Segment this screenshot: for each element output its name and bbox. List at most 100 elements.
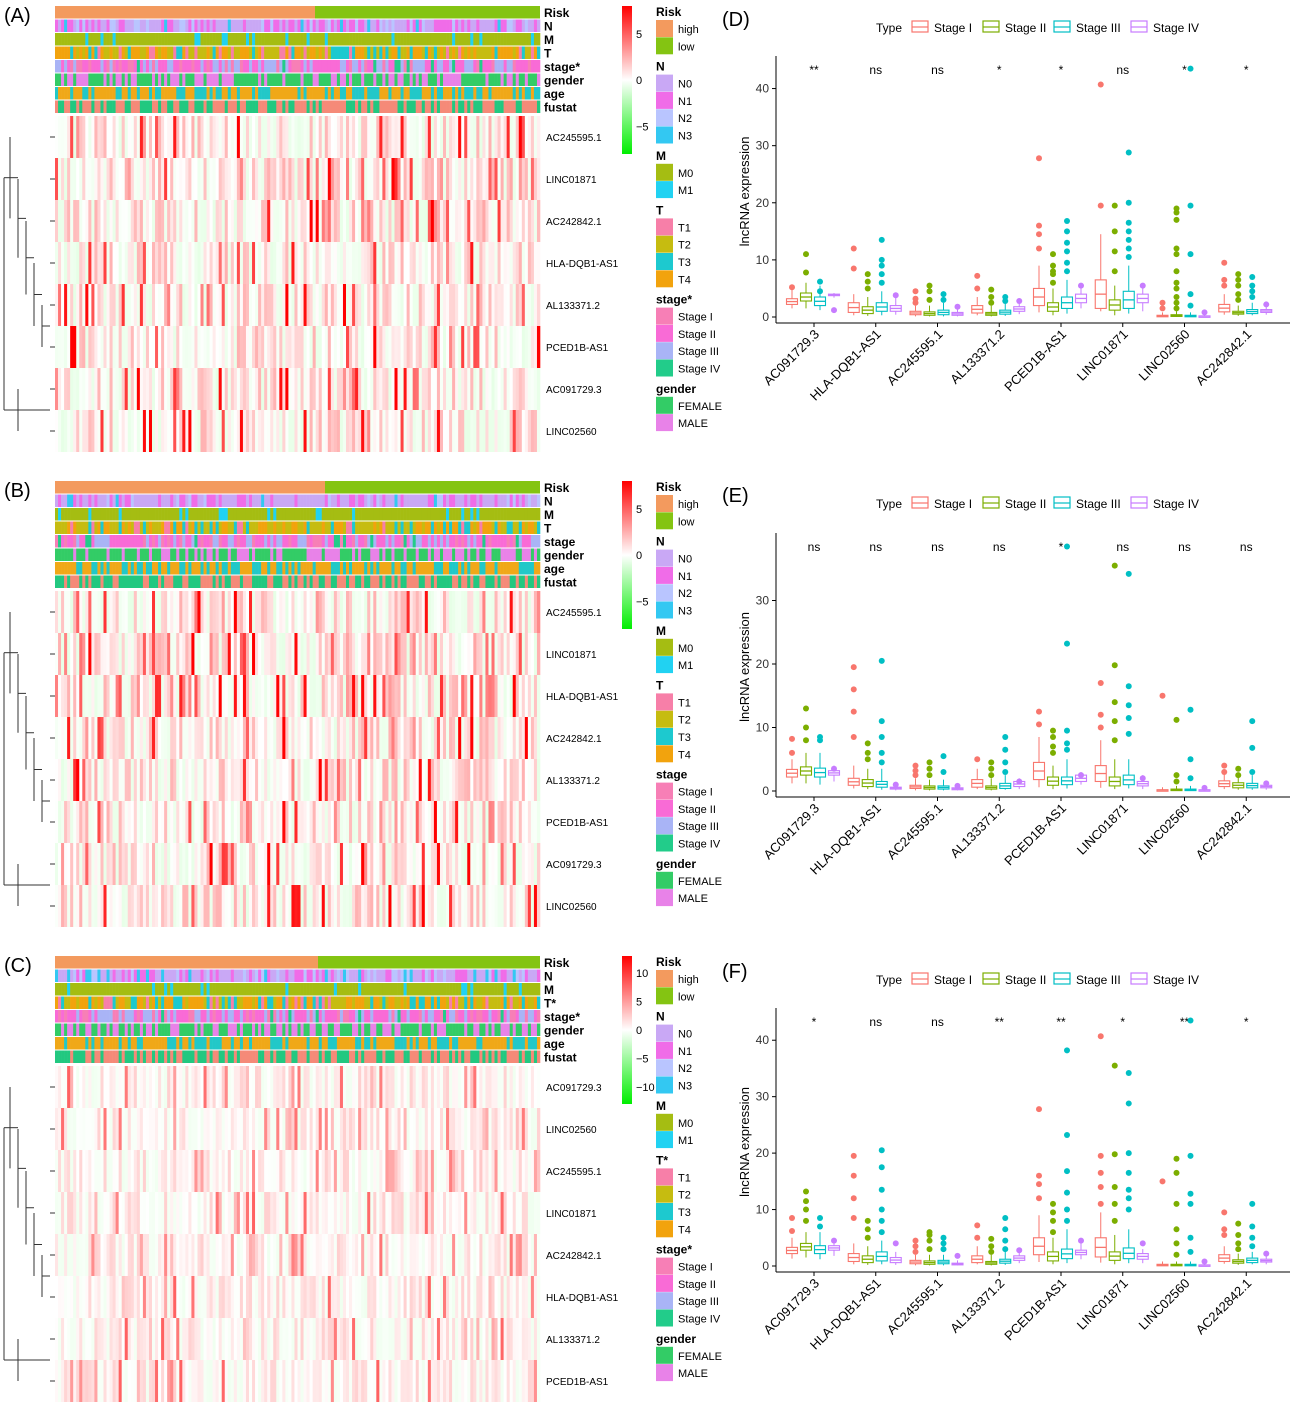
annotation-cell (73, 100, 77, 113)
heatmap-cell (112, 591, 116, 633)
heatmap-cell (276, 368, 280, 410)
heatmap-cell (221, 633, 226, 675)
annotation-cell (258, 46, 262, 59)
heatmap-cell (136, 633, 141, 675)
heatmap-cell (276, 116, 280, 158)
annotation-cell (173, 73, 177, 86)
annotation-cell (339, 535, 344, 548)
heatmap-cell (224, 675, 229, 717)
heatmap-cell (476, 242, 480, 284)
annotation-cell (161, 535, 165, 548)
annotation-cell (212, 575, 216, 588)
heatmap-cell (164, 410, 168, 452)
annotation-cell (261, 575, 265, 588)
annotation-cell (182, 19, 186, 32)
annotation-cell (197, 100, 201, 113)
heatmap-cell (400, 368, 404, 410)
annotation-cell (430, 521, 435, 534)
annotation-cell (164, 33, 168, 46)
heatmap-cell (158, 717, 162, 759)
heatmap-cell (412, 675, 417, 717)
annotation-cell (264, 100, 268, 113)
heatmap-cell (367, 717, 371, 759)
heatmap-cell (467, 242, 471, 284)
annotation-cell (412, 535, 417, 548)
heatmap-cell (482, 326, 486, 368)
heatmap-cell (230, 158, 235, 200)
heatmap-cell (133, 675, 138, 717)
heatmap-cell (76, 410, 80, 452)
annotation-cell (267, 548, 271, 561)
annotation-cell (279, 575, 283, 588)
heatmap-cell (294, 242, 298, 284)
annotation-cell (239, 521, 244, 534)
annotation-cell (512, 100, 517, 113)
annotation-cell (261, 46, 265, 59)
heatmap-cell (430, 759, 435, 801)
heatmap-cell (397, 158, 401, 200)
annotation-cell (394, 535, 398, 548)
heatmap-cell (64, 885, 68, 927)
heatmap-cell (458, 116, 462, 158)
heatmap-cell (470, 242, 474, 284)
heatmap-cell (527, 591, 532, 633)
legend-item-label: N0 (678, 79, 692, 91)
annotation-cell (424, 508, 429, 521)
heatmap-cell (397, 591, 401, 633)
annotation-cell (452, 494, 456, 507)
heatmap-cell (421, 284, 426, 326)
heatmap-cell (349, 801, 353, 843)
heatmap-cell (433, 633, 438, 675)
annotation-cell (367, 87, 371, 100)
heatmap-cell (267, 284, 271, 326)
heatmap-cell (467, 368, 471, 410)
heatmap-cell (473, 843, 477, 885)
heatmap-cell (288, 368, 292, 410)
annotation-cell (88, 19, 92, 32)
annotation-cell (291, 100, 295, 113)
heatmap-cell (245, 717, 250, 759)
heatmap-cell (242, 326, 247, 368)
heatmap-cell (155, 158, 159, 200)
heatmap-cell (388, 116, 392, 158)
heatmap-cell (521, 410, 526, 452)
heatmap-cell (206, 633, 210, 675)
annotation-cell (515, 508, 520, 521)
annotation-cell (200, 100, 204, 113)
annotation-cell (67, 494, 71, 507)
annotation-cell (200, 562, 204, 575)
heatmap-cell (182, 675, 186, 717)
heatmap-cell (127, 759, 132, 801)
annotation-cell (258, 521, 262, 534)
heatmap-cell (327, 410, 332, 452)
annotation-cell (249, 535, 253, 548)
annotation-cell (224, 33, 229, 46)
heatmap-cell (394, 116, 398, 158)
annotation-cell (373, 521, 377, 534)
heatmap-cell (118, 284, 122, 326)
annotation-cell (318, 33, 323, 46)
annotation-cell (233, 73, 238, 86)
legend-swatch (656, 601, 673, 619)
annotation-cell (273, 494, 277, 507)
heatmap-cell (479, 801, 483, 843)
heatmap-cell (127, 368, 132, 410)
heatmap-cell (103, 284, 107, 326)
annotation-cell (127, 562, 132, 575)
annotation-cell (194, 19, 198, 32)
annotation-cell (130, 521, 135, 534)
annotation-cell (185, 60, 189, 73)
heatmap-cell (73, 158, 77, 200)
heatmap-cell (482, 801, 486, 843)
heatmap-cell (158, 158, 162, 200)
annotation-cell (315, 73, 320, 86)
annotation-cell (67, 100, 71, 113)
annotation-cell (118, 87, 122, 100)
heatmap-cell (197, 326, 201, 368)
annotation-cell (433, 548, 438, 561)
annotation-cell (439, 100, 444, 113)
annotation-cell (182, 33, 186, 46)
annotation-cell (106, 575, 110, 588)
annotation-cell (412, 548, 417, 561)
heatmap-cell (273, 284, 277, 326)
